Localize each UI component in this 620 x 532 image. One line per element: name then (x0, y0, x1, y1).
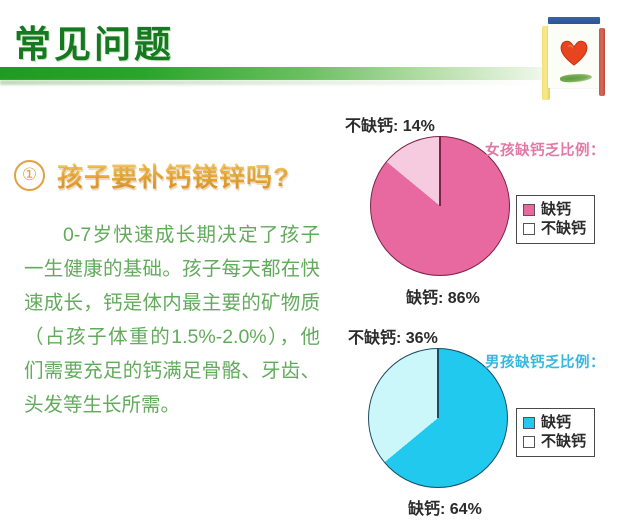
artwork-top-band (548, 17, 600, 24)
legend-label-deficient: 缺钙 (541, 414, 572, 431)
legend-label-not-deficient: 不缺钙 (541, 433, 587, 450)
legend-item-deficient: 缺钙 (523, 413, 586, 432)
boys-legend: 缺钙 不缺钙 (516, 408, 596, 457)
header-artwork (539, 12, 609, 102)
girls-deficient-label: 缺钙: 86% (406, 290, 480, 307)
legend-swatch-deficient (523, 203, 535, 216)
chart-boys-calcium: 不缺钙: 36% 缺钙: 64% 男孩缺钙乏比例： 缺钙 不缺钙 (330, 318, 620, 532)
legend-item-deficient: 缺钙 (523, 200, 586, 219)
girls-chart-title: 女孩缺钙乏比例： (485, 143, 605, 159)
girls-legend: 缺钙 不缺钙 (516, 195, 596, 244)
boys-not-deficient-label: 不缺钙: 36% (348, 330, 438, 347)
legend-swatch-deficient (523, 416, 535, 429)
legend-swatch-not-deficient (523, 435, 535, 448)
heart-icon (560, 40, 588, 66)
legend-label-not-deficient: 不缺钙 (541, 220, 587, 237)
header-divider-shadow (0, 80, 545, 85)
yellow-pencil-icon (542, 26, 550, 100)
question-heading: ① 孩子要补钙镁锌吗? (14, 157, 290, 194)
legend-label-deficient: 缺钙 (541, 201, 572, 218)
header-divider-bar (0, 67, 560, 80)
question-number: ① (14, 160, 45, 191)
boys-chart-title: 男孩缺钙乏比例： (485, 355, 605, 371)
boys-pie-slice-divider (437, 349, 439, 418)
legend-item-not-deficient: 不缺钙 (523, 219, 586, 238)
legend-swatch-not-deficient (523, 222, 535, 235)
boys-deficient-label: 缺钙: 64% (408, 501, 482, 518)
girls-not-deficient-label: 不缺钙: 14% (345, 118, 435, 135)
page-header: 常见问题 (0, 0, 620, 105)
chart-girls-calcium: 不缺钙: 14% 缺钙: 86% 女孩缺钙乏比例： 缺钙 不缺钙 (330, 108, 620, 313)
page-title: 常见问题 (14, 25, 174, 66)
legend-item-not-deficient: 不缺钙 (523, 432, 586, 451)
question-body-text: 0-7岁快速成长期决定了孩子一生健康的基础。孩子每天都在快速成长，钙是体内最主要… (24, 224, 320, 416)
question-title: 孩子要补钙镁锌吗? (57, 157, 290, 194)
red-pencil-icon (599, 28, 605, 96)
girls-pie-slice-divider (439, 137, 441, 206)
